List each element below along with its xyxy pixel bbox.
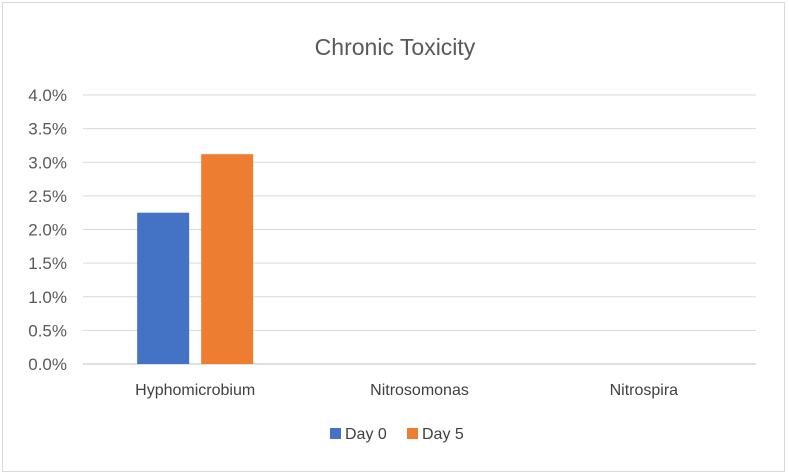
chart-frame: Chronic Toxicity 0.0% 0.5% 1.0% 1.5% 2.0% 2.5… bbox=[2, 2, 785, 472]
x-category-label: Hyphomicrobium bbox=[135, 382, 255, 399]
y-tick-label: 1.0% bbox=[28, 288, 67, 307]
x-axis-category-labels: Hyphomicrobium Nitrosomonas Nitrospira bbox=[135, 382, 678, 399]
y-tick-label: 0.5% bbox=[28, 321, 67, 340]
legend-swatch bbox=[407, 428, 418, 439]
bar-day-5-hyphomicrobium bbox=[201, 154, 254, 364]
y-axis-tick-labels: 0.0% 0.5% 1.0% 1.5% 2.0% 2.5% 3.0% 3.5% 4.0% bbox=[28, 86, 67, 374]
y-tick-label: 3.5% bbox=[28, 120, 67, 139]
legend-swatch bbox=[330, 428, 341, 439]
bars bbox=[137, 154, 254, 364]
legend-label: Day 5 bbox=[422, 426, 464, 443]
gridlines bbox=[83, 94, 756, 365]
bar-day-0-hyphomicrobium bbox=[137, 212, 190, 364]
y-tick-label: 1.5% bbox=[28, 254, 67, 273]
y-tick-label: 0.0% bbox=[28, 355, 67, 374]
x-category-label: Nitrospira bbox=[610, 382, 679, 399]
legend-label: Day 0 bbox=[345, 426, 387, 443]
y-tick-label: 2.0% bbox=[28, 221, 67, 240]
x-category-label: Nitrosomonas bbox=[370, 382, 469, 399]
y-tick-label: 4.0% bbox=[28, 86, 67, 105]
bar-chart: Chronic Toxicity 0.0% 0.5% 1.0% 1.5% 2.0% 2.5… bbox=[28, 34, 756, 443]
y-tick-label: 2.5% bbox=[28, 187, 67, 206]
legend: Day 0 Day 5 bbox=[330, 426, 464, 443]
chart-title: Chronic Toxicity bbox=[315, 34, 476, 60]
y-tick-label: 3.0% bbox=[28, 153, 67, 172]
